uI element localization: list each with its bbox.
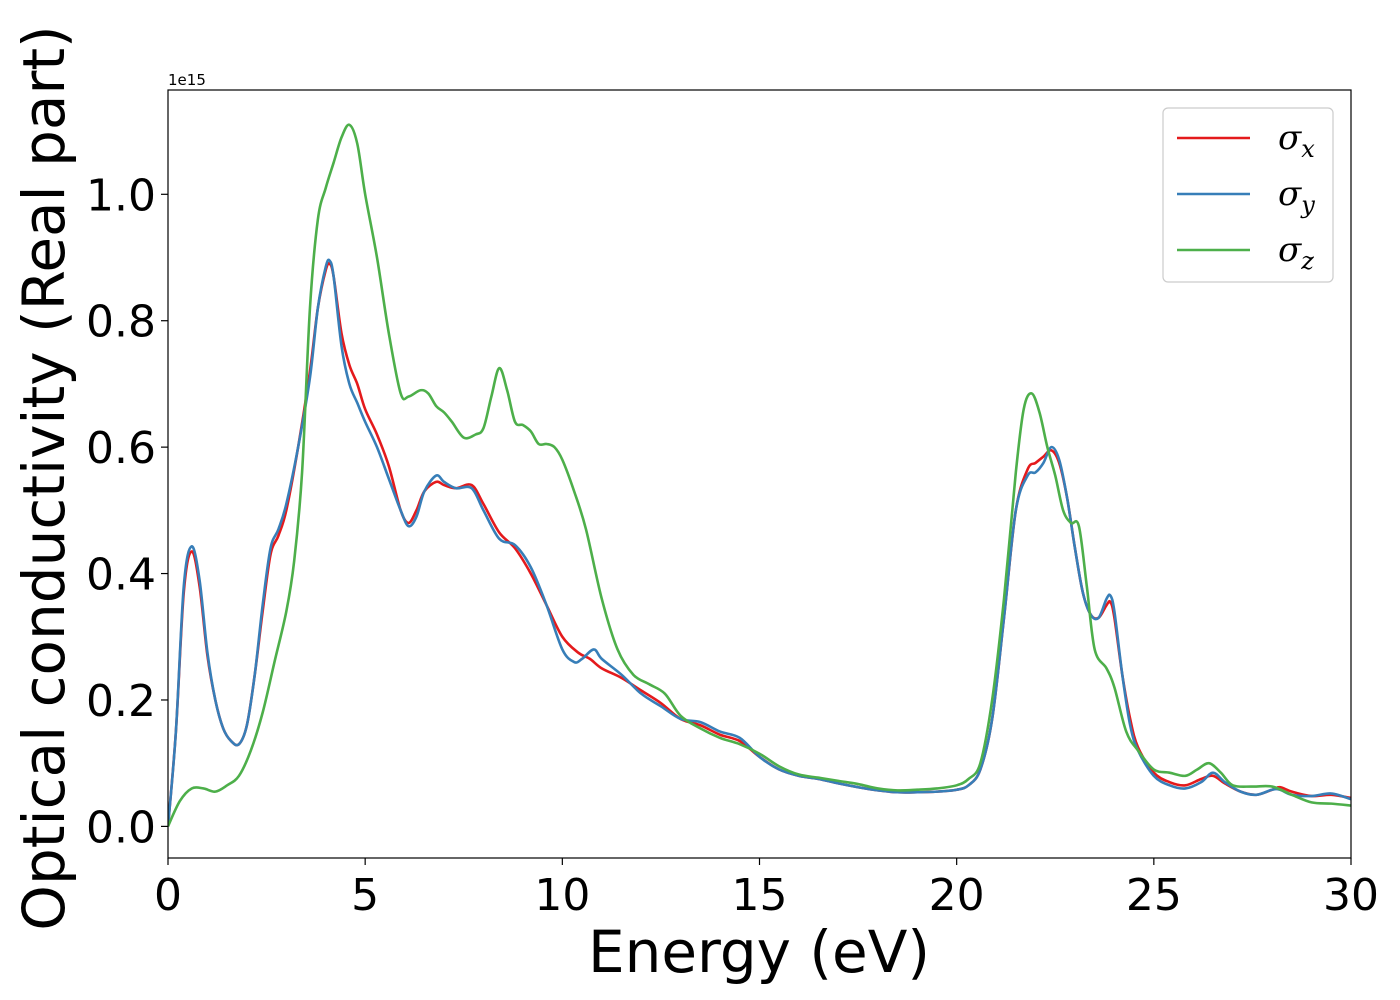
legend: σx σy σz [1162,107,1334,283]
y-axis: 0.0 0.2 0.4 0.6 0.8 1.0 [86,170,168,853]
series-line-z [168,123,1351,827]
x-axis: 0 5 10 15 20 25 30 [154,858,1379,921]
x-tick-label: 25 [1126,870,1182,921]
legend-label-x: σx [1278,118,1315,163]
x-tick-label: 0 [154,870,182,921]
x-tick-label: 10 [534,870,590,921]
series-layer [168,123,1351,827]
y-axis-title: Optical conductivity (Real part) [10,25,78,930]
x-tick-label: 20 [929,870,985,921]
x-tick-label: 30 [1323,870,1379,921]
y-tick-label: 1.0 [86,170,156,221]
y-tick-label: 0.0 [86,802,156,853]
x-tick-label: 5 [351,870,379,921]
y-tick-label: 0.6 [86,423,156,474]
series-line-y [168,258,1351,827]
legend-label-y: σy [1278,174,1315,219]
x-axis-title: Energy (eV) [588,918,930,986]
y-offset-label: 1e15 [168,71,206,89]
y-tick-label: 0.8 [86,297,156,348]
y-tick-label: 0.2 [86,676,156,727]
legend-label-z: σz [1278,230,1314,275]
y-tick-label: 0.4 [86,550,156,601]
x-tick-label: 15 [732,870,788,921]
